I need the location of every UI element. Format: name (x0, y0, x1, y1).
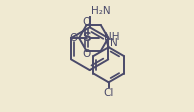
Text: N: N (110, 38, 117, 48)
Text: S: S (82, 31, 91, 44)
Text: NH: NH (104, 31, 120, 42)
Text: Cl: Cl (103, 88, 114, 98)
Text: O: O (83, 49, 91, 59)
Text: O: O (69, 33, 78, 43)
Text: O: O (83, 17, 91, 27)
Text: H₂N: H₂N (91, 6, 111, 16)
